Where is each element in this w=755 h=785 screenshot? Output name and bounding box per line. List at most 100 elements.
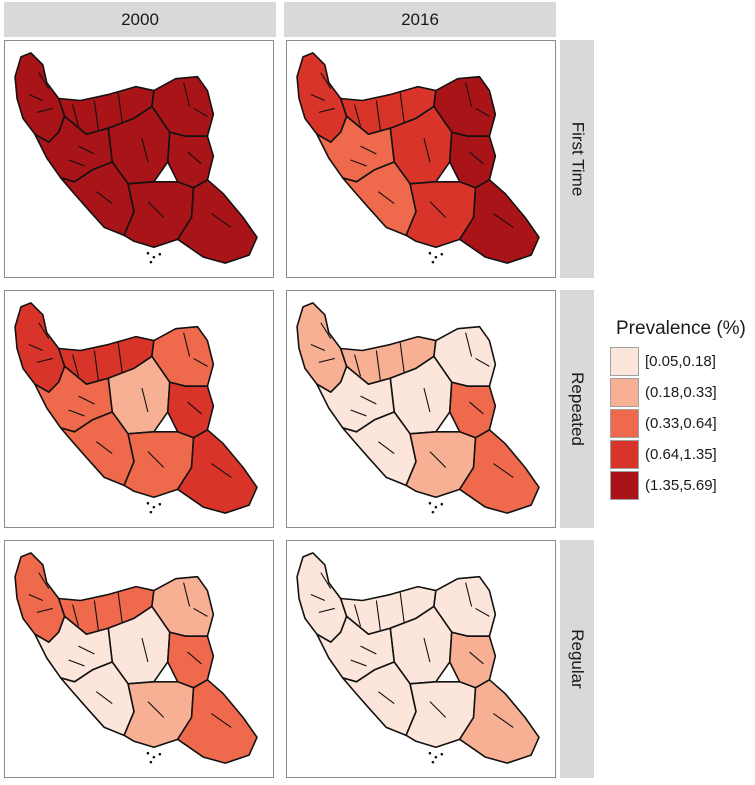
- map-panel-2000-regular: [4, 540, 274, 778]
- province-region-west: [316, 365, 396, 433]
- province-border: [423, 388, 431, 413]
- column-label-2000: 2000: [121, 9, 159, 29]
- province-border: [28, 594, 44, 601]
- province-region-nw: [14, 52, 66, 143]
- province-border: [310, 594, 326, 601]
- island-marker: [431, 260, 435, 264]
- legend-swatch: [610, 409, 639, 438]
- province-border: [78, 645, 95, 655]
- province-border: [38, 572, 50, 589]
- row-label-repeated: Repeated: [568, 372, 588, 446]
- province-border: [465, 332, 473, 357]
- province-map: [296, 302, 540, 514]
- province-border: [465, 582, 473, 607]
- island-marker: [440, 752, 444, 756]
- province-map: [296, 552, 540, 764]
- province-border: [187, 651, 202, 665]
- province-region-nw: [296, 552, 348, 643]
- province-border: [469, 151, 484, 165]
- province-region-se: [176, 179, 258, 264]
- province-border: [320, 322, 332, 339]
- province-border: [469, 401, 484, 415]
- province-border: [350, 159, 367, 167]
- province-border: [28, 94, 44, 101]
- island-marker: [434, 255, 438, 259]
- map-panel-2000-first-time: [4, 40, 274, 278]
- province-border: [68, 159, 85, 167]
- province-border: [429, 701, 447, 718]
- province-border: [354, 354, 362, 377]
- province-border: [378, 191, 395, 205]
- legend: Prevalence (%) [0.05,0.18] (0.18,0.33] (…: [610, 318, 755, 501]
- province-region-west: [34, 115, 114, 183]
- legend-swatch: [610, 347, 639, 376]
- province-region-se: [176, 679, 258, 764]
- province-border: [72, 354, 80, 377]
- province-border: [211, 463, 232, 478]
- province-region-se: [458, 429, 540, 514]
- legend-item: (0.18,0.33]: [610, 377, 755, 408]
- province-border: [117, 342, 123, 373]
- province-border: [38, 72, 50, 89]
- province-border: [93, 100, 99, 131]
- province-border: [147, 201, 165, 218]
- island-marker: [146, 501, 150, 505]
- province-border: [147, 701, 165, 718]
- province-border: [187, 401, 202, 415]
- province-border: [465, 82, 473, 107]
- legend-label: (0.18,0.33]: [645, 384, 717, 401]
- province-border: [183, 82, 191, 107]
- province-border: [475, 357, 490, 367]
- province-border: [68, 659, 85, 667]
- legend-item: (0.33,0.64]: [610, 408, 755, 439]
- province-region-west: [316, 115, 396, 183]
- column-label-2016: 2016: [401, 9, 439, 29]
- province-border: [310, 94, 326, 101]
- province-border: [350, 659, 367, 667]
- province-border: [320, 72, 332, 89]
- province-border: [310, 344, 326, 351]
- province-border: [36, 607, 53, 613]
- row-label-regular: Regular: [568, 629, 588, 689]
- province-border: [211, 713, 232, 728]
- column-header-2000: 2000: [4, 2, 276, 37]
- island-marker: [428, 501, 432, 505]
- province-border: [360, 395, 377, 405]
- province-border: [147, 451, 165, 468]
- legend-item: [0.05,0.18]: [610, 346, 755, 377]
- province-border: [429, 451, 447, 468]
- province-map: [14, 302, 258, 514]
- province-region-se: [176, 429, 258, 514]
- province-border: [78, 395, 95, 405]
- island-marker: [146, 251, 150, 255]
- province-border: [360, 645, 377, 655]
- island-marker: [428, 251, 432, 255]
- province-border: [493, 213, 514, 228]
- province-border: [350, 409, 367, 417]
- island-marker: [152, 505, 156, 509]
- province-border: [354, 604, 362, 627]
- legend-title: Prevalence (%): [616, 318, 746, 339]
- province-border: [375, 100, 381, 131]
- island-marker: [428, 751, 432, 755]
- province-border: [187, 151, 202, 165]
- province-border: [354, 104, 362, 127]
- province-border: [183, 582, 191, 607]
- map-panel-2016-first-time: [286, 40, 556, 278]
- province-border: [141, 138, 149, 163]
- province-border: [378, 441, 395, 455]
- island-marker: [149, 760, 153, 764]
- row-header-first-time: First Time: [560, 40, 594, 278]
- province-border: [193, 107, 208, 117]
- province-border: [318, 607, 335, 613]
- province-border: [493, 713, 514, 728]
- province-border: [96, 441, 113, 455]
- island-marker: [158, 252, 162, 256]
- island-marker: [158, 502, 162, 506]
- province-border: [193, 357, 208, 367]
- province-border: [72, 604, 80, 627]
- province-map: [296, 52, 540, 264]
- row-label-first-time: First Time: [568, 121, 588, 197]
- province-border: [141, 638, 149, 663]
- province-border: [36, 357, 53, 363]
